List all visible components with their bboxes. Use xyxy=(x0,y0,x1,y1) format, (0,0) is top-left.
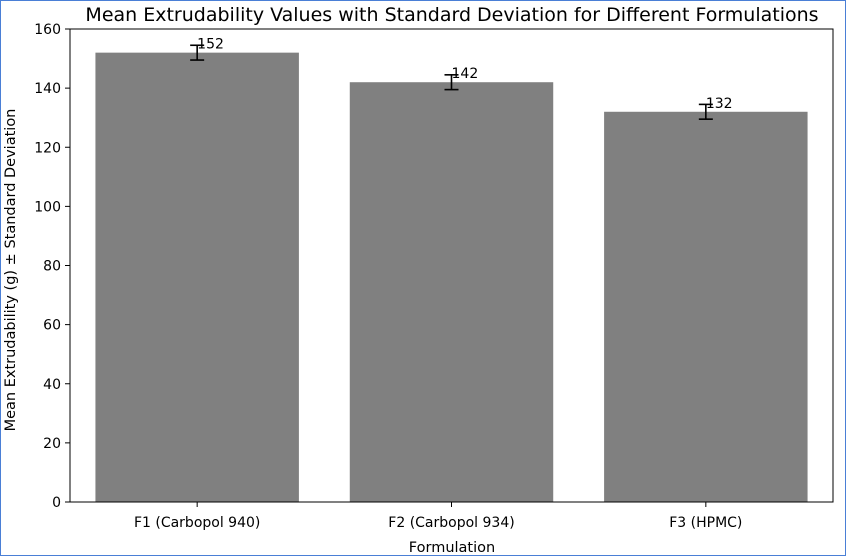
error-bars-group xyxy=(190,44,713,120)
y-tick-label: 160 xyxy=(34,22,61,38)
bar xyxy=(604,111,808,503)
data-labels-group: 152 142 132 xyxy=(197,37,732,112)
y-axis-label: Mean Extrudability (g) ± Standard Deviat… xyxy=(3,109,19,432)
data-label: 142 xyxy=(452,66,479,82)
y-tick-label: 140 xyxy=(34,81,61,97)
x-tick-label: F3 (HPMC) xyxy=(669,515,742,531)
x-tick-label: F2 (Carbopol 934) xyxy=(388,515,514,531)
x-axis-label: Formulation xyxy=(409,540,495,556)
y-tick-label: 120 xyxy=(34,140,61,156)
y-tick-label: 0 xyxy=(52,495,61,511)
bar xyxy=(349,82,554,503)
y-tick-label: 80 xyxy=(43,259,61,275)
y-axis-ticks: 0 20 40 60 80 100 120 140 160 xyxy=(34,22,70,511)
x-axis-ticks: F1 (Carbopol 940) F2 (Carbopol 934) F3 (HP… xyxy=(134,502,742,531)
data-label: 152 xyxy=(197,37,224,53)
y-tick-label: 100 xyxy=(34,199,61,215)
x-tick-label: F1 (Carbopol 940) xyxy=(134,515,260,531)
bars-group xyxy=(95,52,808,503)
y-tick-label: 60 xyxy=(43,318,61,334)
chart-title: Mean Extrudability Values with Standard … xyxy=(85,4,818,26)
data-label: 132 xyxy=(706,96,733,112)
y-tick-label: 20 xyxy=(43,436,61,452)
y-tick-label: 40 xyxy=(43,377,61,393)
bar xyxy=(95,52,299,503)
